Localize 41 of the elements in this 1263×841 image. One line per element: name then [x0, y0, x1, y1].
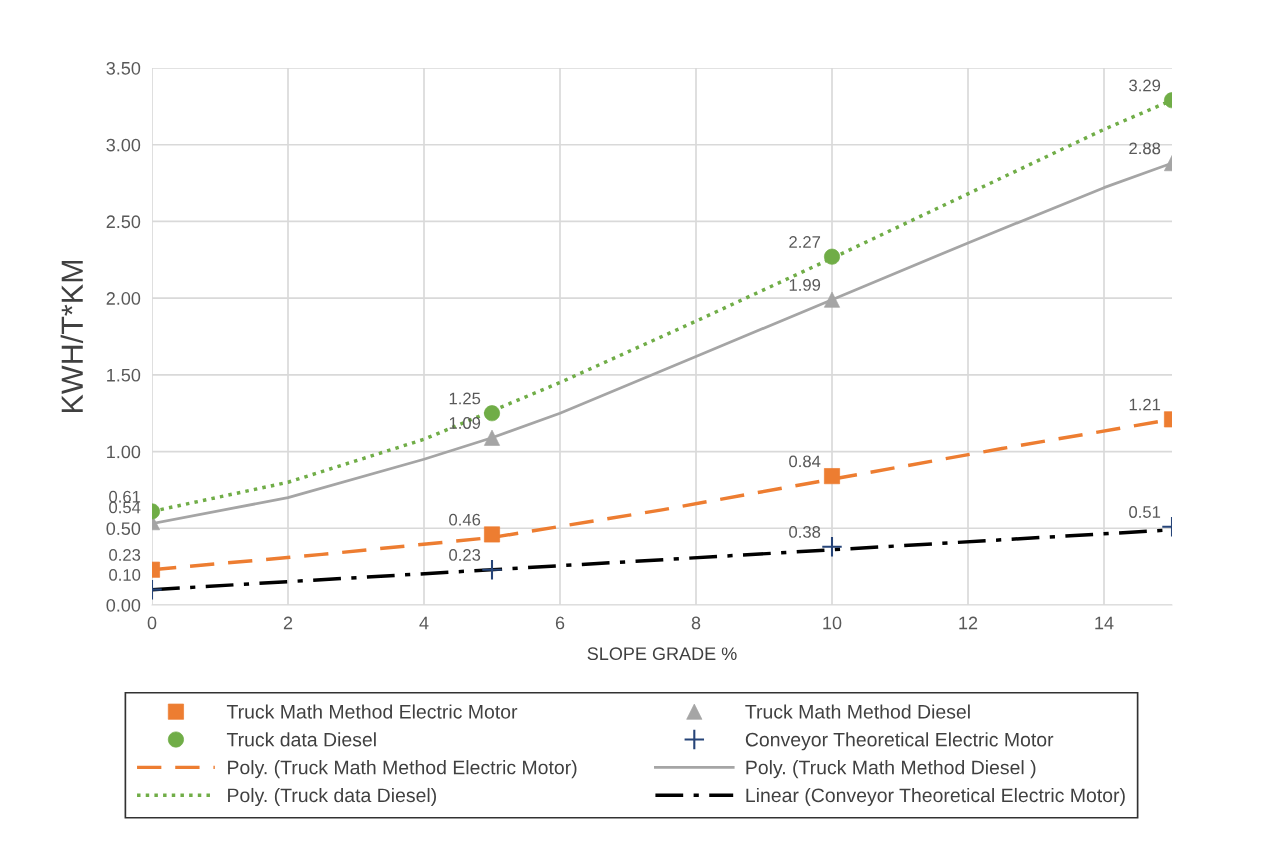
x-tick-label: 10 — [823, 616, 842, 630]
legend-label: Poly. (Truck Math Method Diesel ) — [746, 760, 1036, 779]
x-tick-label: 8 — [691, 616, 701, 630]
y-axis-title: KWH/T*KM — [60, 260, 84, 413]
y-tick-label: 3.50 — [106, 61, 141, 75]
data-label: 0.61 — [109, 490, 141, 503]
data-label: 0.23 — [449, 549, 481, 561]
x-tick-label: 12 — [959, 616, 978, 630]
legend-label: Truck Math Method Electric Motor — [226, 704, 518, 719]
x-tick-label: 0 — [147, 616, 157, 630]
data-label: 0.51 — [1129, 506, 1161, 518]
data-label: 0.46 — [449, 513, 481, 526]
y-tick-label: 0.00 — [106, 598, 141, 612]
data-label: 1.99 — [789, 279, 821, 291]
x-tick-label: 4 — [419, 616, 429, 630]
data-label: 2.27 — [789, 236, 821, 248]
x-tick-label: 6 — [555, 616, 565, 630]
legend-label: Conveyor Theoretical Electric Motor — [745, 732, 1054, 751]
y-tick-label: 2.50 — [106, 215, 141, 229]
legend-label: Linear (Conveyor Theoretical Electric Motor) — [746, 787, 1125, 807]
y-tick-label: 1.50 — [107, 368, 141, 382]
legend-label: Truck Math Method Diesel — [745, 704, 970, 719]
data-label: 1.21 — [1129, 398, 1161, 411]
y-tick-label: 1.00 — [107, 445, 141, 459]
data-label: 2.88 — [1129, 142, 1161, 155]
data-label: 3.29 — [1129, 79, 1161, 92]
data-label: 0.23 — [109, 549, 141, 561]
x-tick-label: 2 — [283, 616, 293, 630]
legend-label: Truck data Diesel — [226, 732, 376, 747]
data-label: 0.54 — [109, 501, 141, 514]
x-tick-label: 14 — [1095, 616, 1114, 630]
data-label: 0.84 — [789, 455, 821, 468]
x-axis-title: SLOPE GRADE % — [587, 647, 737, 661]
data-label: 1.25 — [449, 392, 481, 405]
y-tick-label: 3.00 — [106, 138, 141, 152]
y-tick-label: 0.50 — [106, 522, 141, 536]
data-label: 0.10 — [109, 569, 141, 581]
legend-label: Poly. (Truck data Diesel) — [228, 787, 436, 807]
data-label: 0.38 — [789, 526, 821, 538]
legend-label: Poly. (Truck Math Method Electric Motor) — [228, 760, 577, 779]
y-tick-label: 2.00 — [106, 292, 141, 305]
